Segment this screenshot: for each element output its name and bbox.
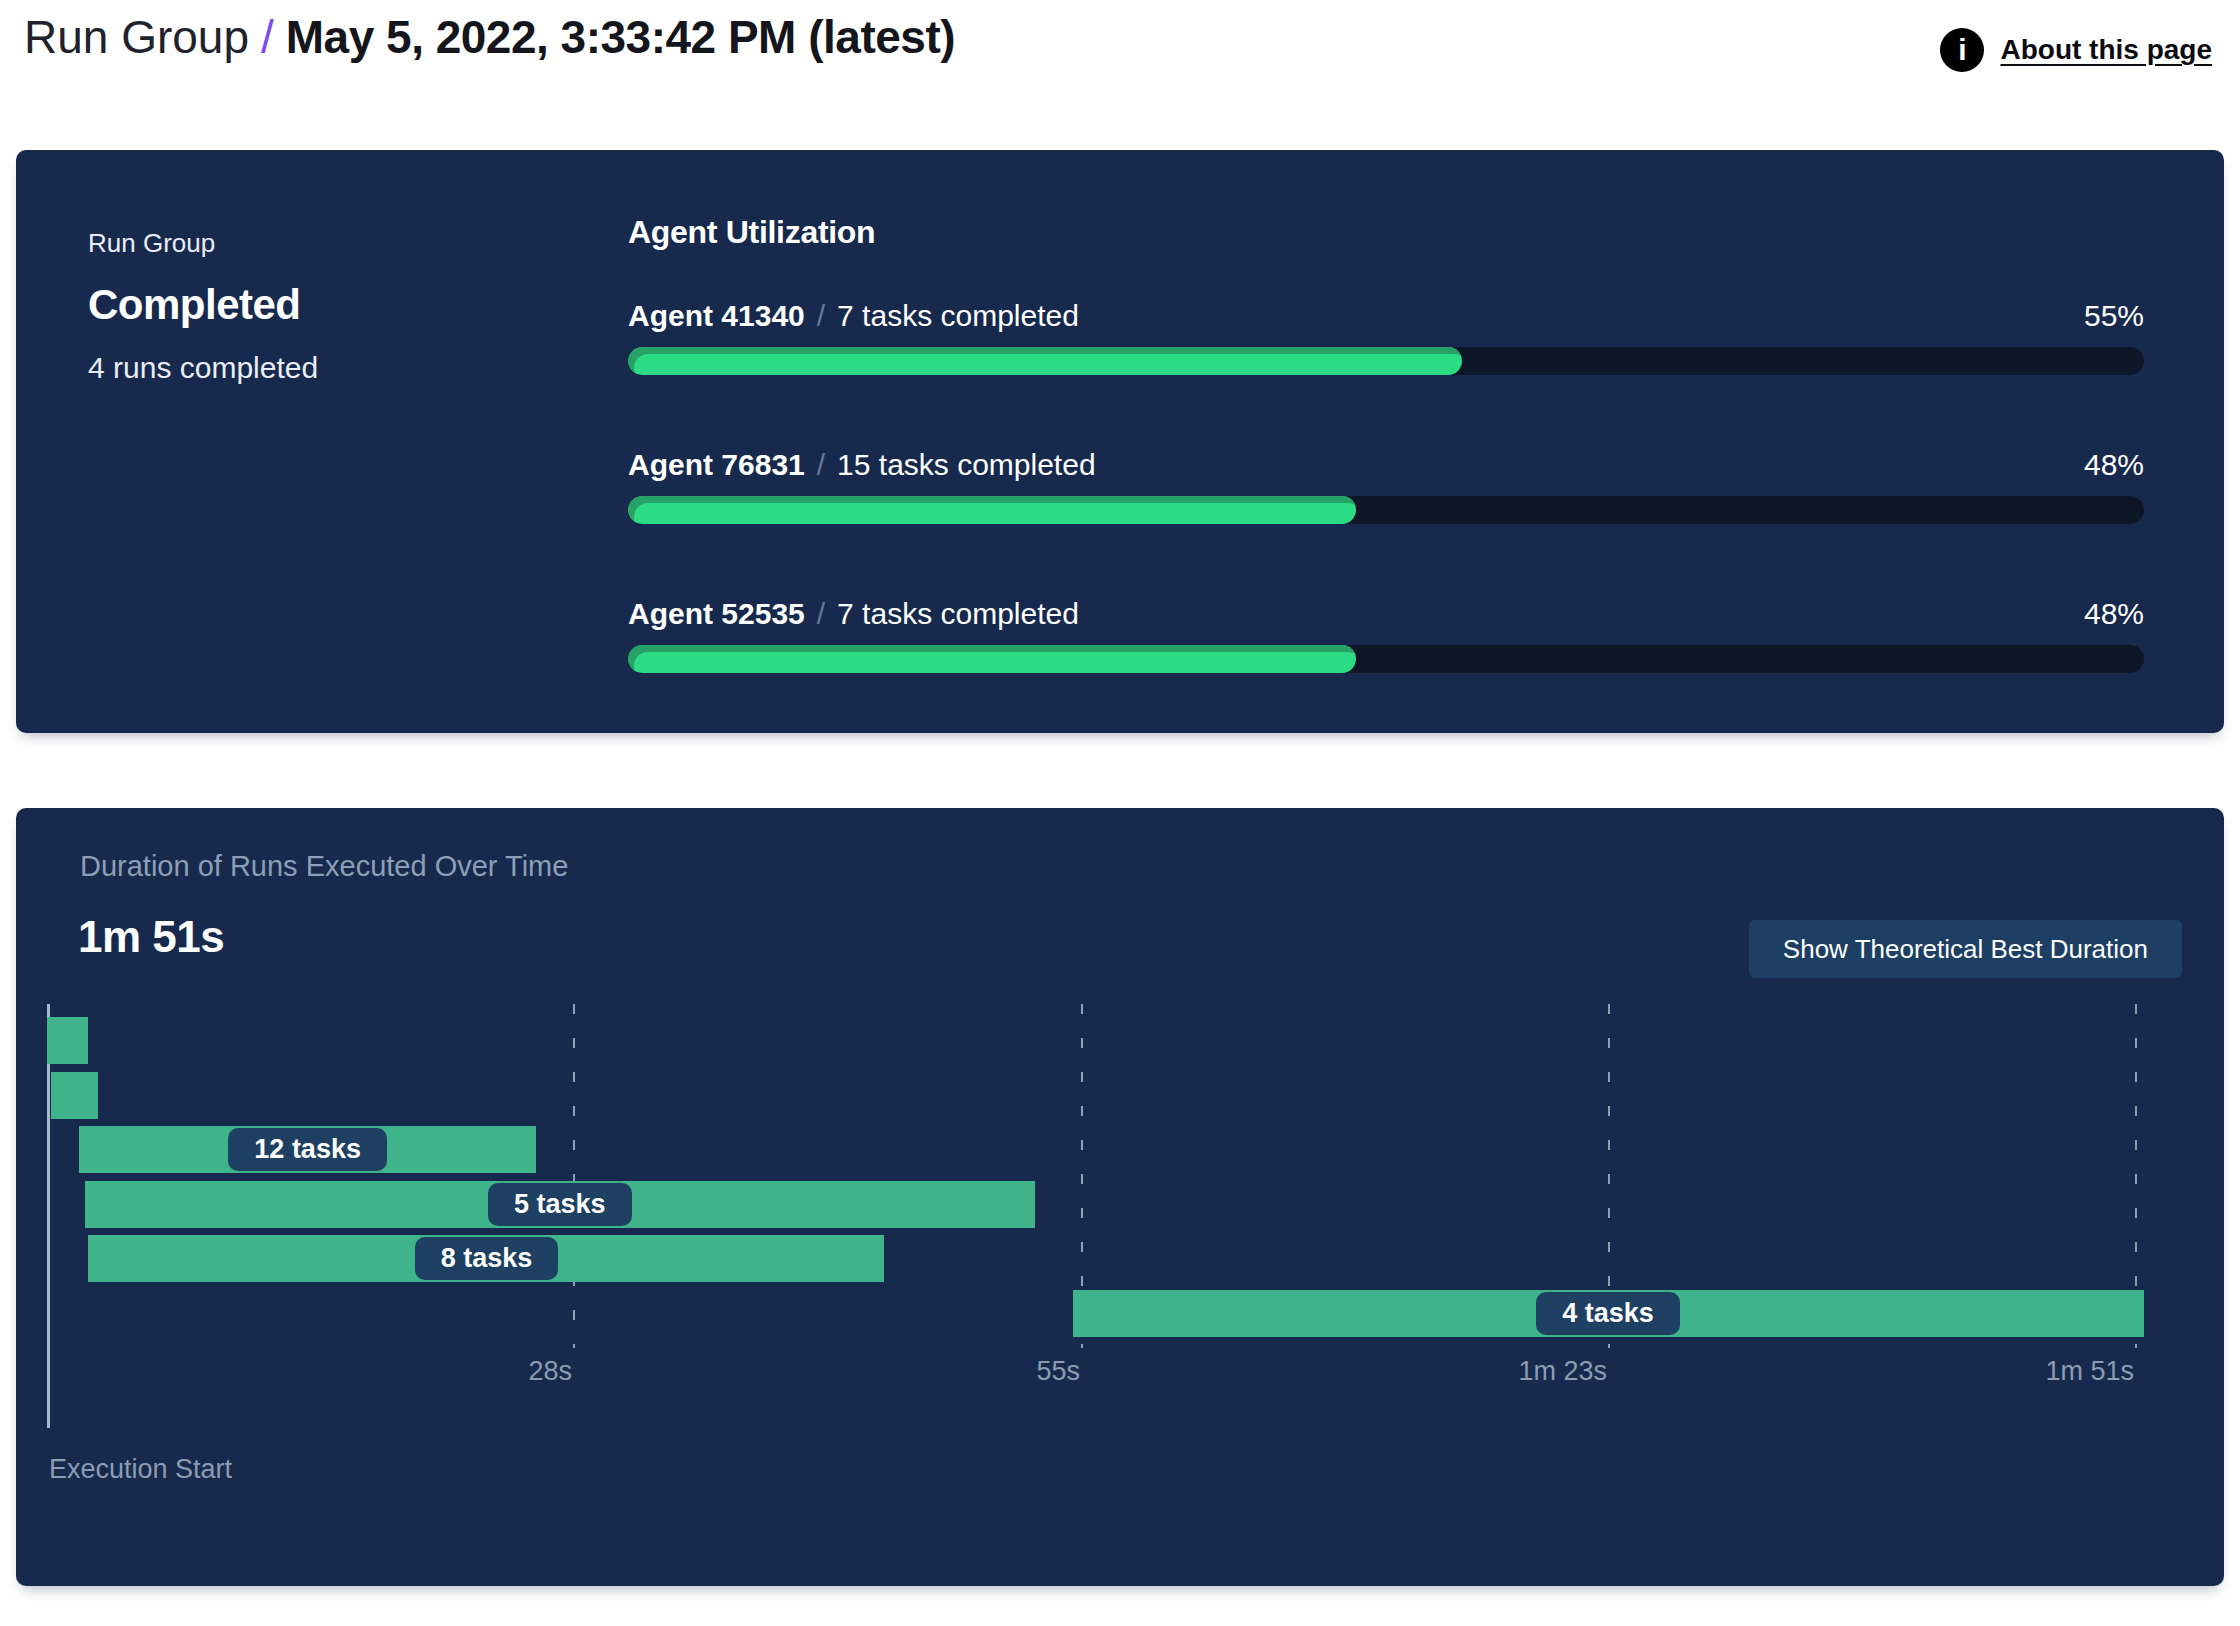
run-task-count-pill: 8 tasks	[415, 1237, 559, 1280]
runs-completed-count: 4 runs completed	[88, 351, 318, 385]
x-axis-label: Execution Start	[49, 1454, 232, 1485]
duration-chart-title: Duration of Runs Executed Over Time	[80, 850, 568, 883]
run-bar[interactable]: 12 tasks	[79, 1126, 536, 1173]
run-task-count-pill: 5 tasks	[488, 1183, 632, 1226]
about-this-page-link[interactable]: About this page	[2000, 34, 2212, 66]
utilization-progress-fill	[628, 347, 1462, 375]
show-theoretical-best-duration-button[interactable]: Show Theoretical Best Duration	[1749, 920, 2182, 978]
agent-row-labels: Agent 52535 / 7 tasks completed 48%	[628, 597, 2144, 631]
agent-name: Agent 76831	[628, 448, 805, 482]
agent-utilization-row: Agent 76831 / 15 tasks completed 48%	[628, 448, 2144, 524]
utilization-progress-track	[628, 645, 2144, 673]
agent-row-labels: Agent 76831 / 15 tasks completed 48%	[628, 448, 2144, 482]
about-this-page[interactable]: i About this page	[1940, 28, 2212, 72]
run-group-status: Completed	[88, 281, 318, 329]
agent-utilization-percent: 48%	[2084, 597, 2144, 631]
run-bar[interactable]	[51, 1072, 98, 1119]
agent-row-labels: Agent 41340 / 7 tasks completed 55%	[628, 299, 2144, 333]
run-bar[interactable]: 4 tasks	[1073, 1290, 2144, 1337]
page-title: Run Group/May 5, 2022, 3:33:42 PM (lates…	[24, 8, 955, 66]
agent-utilization-row: Agent 41340 / 7 tasks completed 55%	[628, 299, 2144, 375]
gantt-chart: Execution Start 28s 55s 1m 23s 1m 51s 12 tas…	[47, 1004, 2136, 1504]
agent-name: Agent 41340	[628, 299, 805, 333]
x-tick-label: 1m 51s	[2045, 1356, 2136, 1387]
y-axis-line	[47, 1004, 50, 1428]
utilization-progress-track	[628, 496, 2144, 524]
run-bar[interactable]: 8 tasks	[88, 1235, 884, 1282]
run-group-summary-panel: Run Group Completed 4 runs completed Age…	[16, 150, 2224, 733]
utilization-progress-fill	[628, 645, 1356, 673]
label-separator: /	[817, 299, 825, 333]
agent-utilization-row: Agent 52535 / 7 tasks completed 48%	[628, 597, 2144, 673]
run-group-summary: Run Group Completed 4 runs completed	[88, 228, 318, 385]
run-bar[interactable]	[47, 1017, 88, 1064]
duration-chart-panel: Duration of Runs Executed Over Time 1m 5…	[16, 808, 2224, 1586]
run-group-date-title: May 5, 2022, 3:33:42 PM (latest)	[286, 11, 955, 63]
agent-utilization-percent: 55%	[2084, 299, 2144, 333]
x-tick-label: 1m 23s	[1518, 1356, 1609, 1387]
breadcrumb-run-group[interactable]: Run Group	[24, 11, 249, 63]
x-tick-label: 55s	[1037, 1356, 1083, 1387]
agent-name: Agent 52535	[628, 597, 805, 631]
utilization-progress-fill	[628, 496, 1356, 524]
agent-utilization-percent: 48%	[2084, 448, 2144, 482]
run-task-count-pill: 12 tasks	[228, 1128, 387, 1171]
run-task-count-pill: 4 tasks	[1536, 1292, 1680, 1335]
utilization-progress-track	[628, 347, 2144, 375]
agent-tasks-completed: 7 tasks completed	[837, 299, 1079, 333]
total-duration-value: 1m 51s	[78, 912, 224, 962]
breadcrumb-separator: /	[261, 11, 274, 63]
page-header: Run Group/May 5, 2022, 3:33:42 PM (lates…	[0, 0, 2240, 110]
agent-tasks-completed: 7 tasks completed	[837, 597, 1079, 631]
info-icon[interactable]: i	[1940, 28, 1984, 72]
label-separator: /	[817, 448, 825, 482]
gridline	[573, 1004, 575, 1348]
run-bar[interactable]: 5 tasks	[85, 1181, 1035, 1228]
label-separator: /	[817, 597, 825, 631]
agent-utilization-section: Agent Utilization Agent 41340 / 7 tasks …	[628, 214, 2144, 673]
run-group-label: Run Group	[88, 228, 318, 259]
agent-utilization-title: Agent Utilization	[628, 214, 2144, 251]
agent-tasks-completed: 15 tasks completed	[837, 448, 1095, 482]
x-tick-label: 28s	[528, 1356, 574, 1387]
